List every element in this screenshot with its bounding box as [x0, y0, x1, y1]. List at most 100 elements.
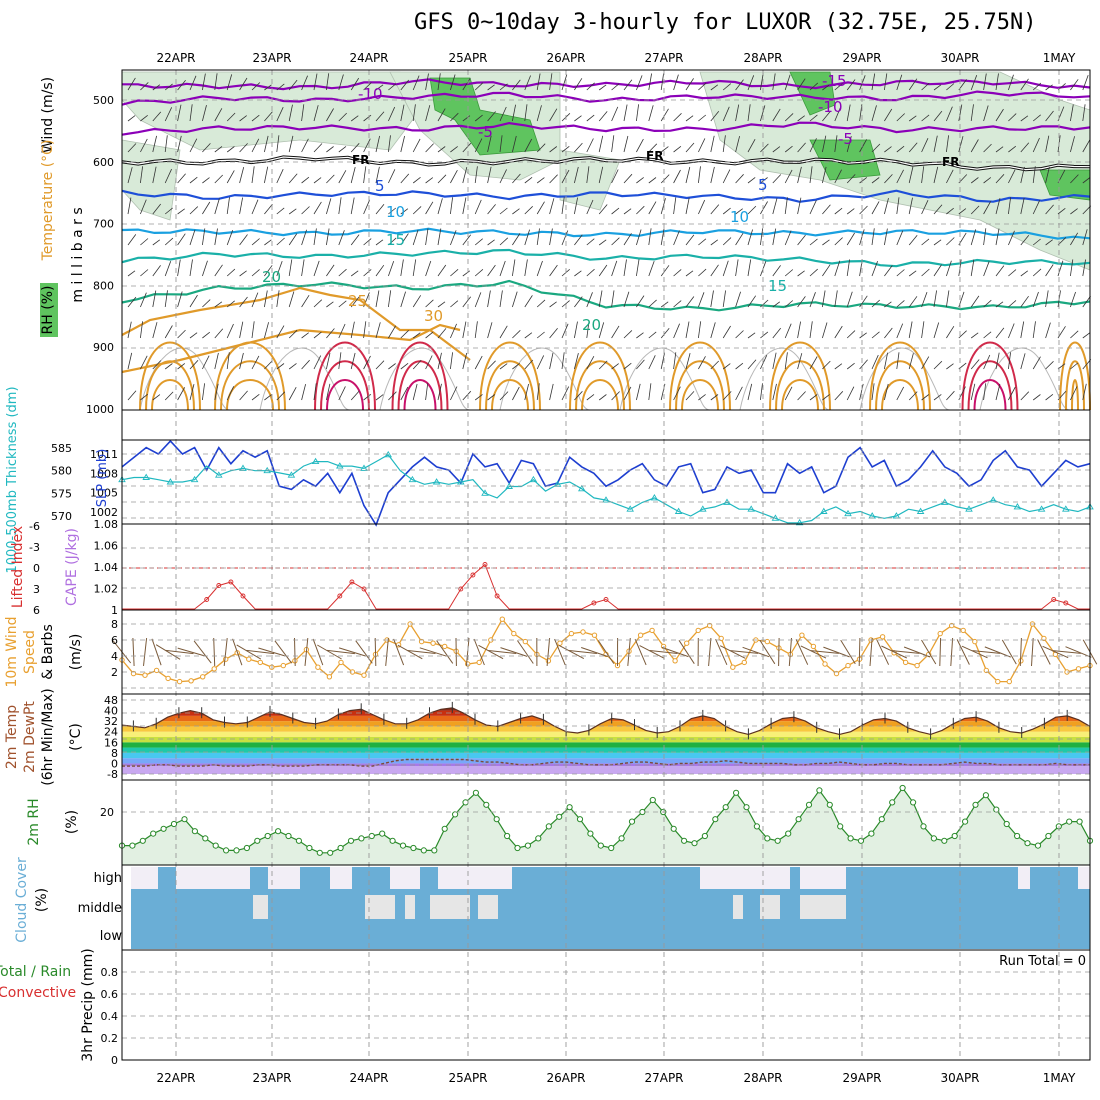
- rh-point: [722, 804, 729, 811]
- wind-barb: [400, 233, 409, 246]
- wind-barb: [251, 292, 259, 308]
- wind-barb: [660, 301, 669, 308]
- wind-barb: [276, 135, 280, 153]
- rh-point: [264, 832, 271, 840]
- wind-barb: [1032, 166, 1036, 184]
- wind-barb: [958, 259, 962, 277]
- thick-y-tick-1: 575: [51, 487, 72, 500]
- wind-barb: [425, 228, 429, 246]
- cloud-mid-gap-1: [365, 895, 395, 919]
- rh-contour-low-7: [979, 347, 1071, 411]
- wind-barb: [611, 106, 619, 122]
- rh-point: [795, 816, 802, 823]
- x-tick-top-1: 23APR: [252, 51, 291, 65]
- rh-point: [1034, 842, 1042, 849]
- rh-point: [254, 837, 261, 844]
- rh-point: [275, 828, 282, 835]
- thick-y-tick-0: 570: [51, 510, 72, 523]
- rh-point: [223, 847, 230, 854]
- wind-barb: [425, 355, 433, 370]
- wind-barb: [598, 166, 604, 184]
- wind-barb: [450, 74, 456, 91]
- wind-barb: [288, 104, 293, 122]
- wind-speed-point: [580, 629, 586, 635]
- wind-barb: [946, 237, 955, 246]
- wind-barb: [834, 363, 843, 370]
- slp-y-tick-0: 1002: [90, 506, 118, 519]
- cloud-mid-gap-4: [478, 895, 498, 919]
- wind-barb: [995, 327, 1005, 339]
- ua-y-tick-2: 700: [93, 218, 114, 231]
- wind-barb: [884, 198, 889, 215]
- wind-barb-10m: [397, 644, 423, 660]
- rh-point: [233, 847, 240, 854]
- wind-barb: [921, 394, 930, 401]
- wind-barb: [884, 265, 893, 277]
- wind-barb: [673, 197, 677, 215]
- warm-contour-1-1: [220, 360, 280, 411]
- warm-contour-8-2: [881, 379, 919, 411]
- wind-barb: [313, 355, 322, 370]
- wind-barb: [946, 135, 949, 153]
- wind-speed-point: [211, 666, 217, 672]
- wind-barb: [884, 73, 888, 91]
- x-tick-bottom-4: 26APR: [546, 1071, 585, 1085]
- wind-barb-10m: [326, 649, 355, 655]
- wind-barb: [152, 322, 158, 339]
- wind-barb: [301, 332, 309, 339]
- wind-barb: [561, 169, 570, 184]
- wind-barb: [189, 259, 193, 277]
- wind-speed-point: [995, 678, 1001, 685]
- rh-point: [982, 792, 990, 799]
- warm-contour-2-1: [320, 360, 370, 411]
- wind-speed-point: [684, 640, 690, 646]
- rh-point: [566, 804, 573, 811]
- wind-barb: [846, 291, 853, 308]
- wind-barb: [239, 352, 244, 370]
- wind-barb: [1082, 332, 1091, 339]
- wind-barb: [698, 114, 707, 122]
- wind-barb: [425, 105, 431, 122]
- wind-barb-10m: [1019, 637, 1022, 667]
- lifted-index-point: [591, 600, 597, 606]
- wind-barb: [350, 234, 360, 246]
- rh-point: [441, 825, 448, 832]
- wind-barb: [338, 146, 347, 153]
- wind-barb-10m: [810, 650, 839, 654]
- wind-barb: [202, 383, 205, 401]
- wind-barb: [487, 166, 492, 184]
- wind-barb: [214, 383, 219, 401]
- wind-barb: [326, 146, 334, 153]
- wind-barb: [735, 362, 744, 370]
- wind-barb: [784, 386, 793, 401]
- wind-barb: [859, 295, 868, 308]
- wind-barb: [239, 77, 248, 91]
- x-tick-bottom-9: 1MAY: [1043, 1071, 1076, 1085]
- wind-barb: [226, 268, 236, 277]
- wind-barb-10m: [193, 640, 212, 664]
- wind-barb-10m: [719, 645, 746, 659]
- wind-barb-10m: [984, 646, 1011, 658]
- wind-barb: [921, 238, 930, 246]
- wind-barb: [412, 295, 422, 308]
- wind-barb: [313, 143, 323, 153]
- wind-barb: [896, 230, 904, 246]
- wind-barb: [685, 353, 691, 370]
- wind-barb: [264, 166, 269, 184]
- wind-barb: [549, 328, 558, 339]
- wind-barb: [710, 84, 719, 91]
- wind-barb: [933, 84, 942, 91]
- wind-barb: [140, 292, 147, 308]
- wind-barb: [127, 167, 133, 184]
- wind-barb: [462, 115, 471, 122]
- wind-barb: [983, 383, 987, 401]
- wind-barb: [871, 261, 878, 277]
- wind-barb: [251, 114, 260, 122]
- wind-barb: [685, 391, 695, 401]
- wind-barb: [450, 386, 458, 401]
- cloud-label: Cloud Cover: [14, 857, 30, 943]
- wind-barb: [189, 206, 199, 215]
- wind-barb: [536, 143, 546, 153]
- wind-barb: [363, 114, 372, 122]
- wind-barb: [1008, 74, 1014, 91]
